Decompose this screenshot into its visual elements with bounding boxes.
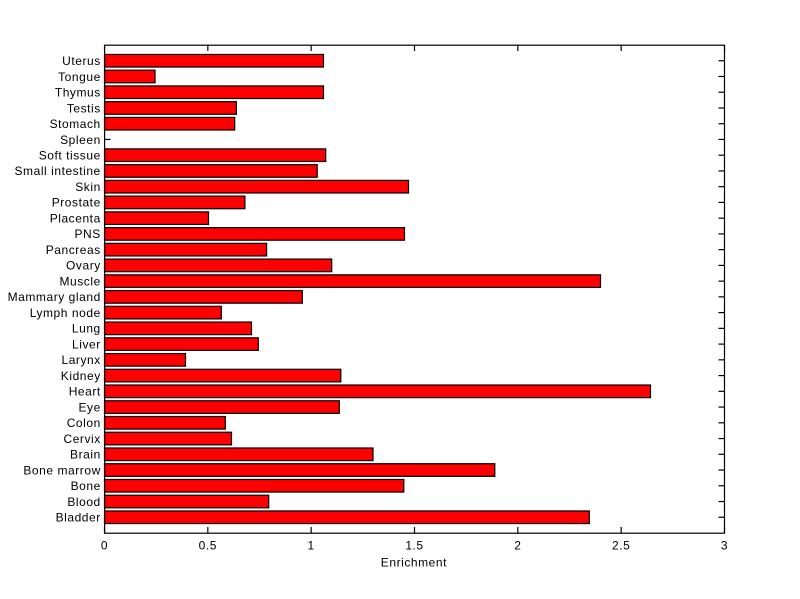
svg-text:Bone: Bone (71, 479, 101, 493)
svg-text:Mammary gland: Mammary gland (8, 290, 101, 304)
svg-text:Muscle: Muscle (59, 274, 100, 288)
svg-text:Uterus: Uterus (62, 54, 101, 68)
svg-text:0: 0 (101, 539, 108, 553)
svg-text:Larynx: Larynx (61, 353, 100, 367)
svg-text:3: 3 (721, 539, 728, 553)
svg-text:Liver: Liver (72, 337, 101, 351)
svg-text:Tongue: Tongue (58, 70, 101, 84)
svg-text:Enrichment: Enrichment (381, 555, 447, 569)
svg-text:Testis: Testis (67, 101, 101, 115)
svg-text:1.5: 1.5 (405, 539, 423, 553)
svg-text:Heart: Heart (69, 385, 101, 399)
svg-text:Small intestine: Small intestine (15, 164, 101, 178)
svg-text:Bladder: Bladder (56, 511, 101, 525)
svg-text:Lung: Lung (72, 322, 101, 336)
svg-text:1: 1 (308, 539, 315, 553)
svg-text:Bone marrow: Bone marrow (23, 463, 100, 477)
svg-text:Kidney: Kidney (61, 369, 101, 383)
svg-text:Prostate: Prostate (52, 196, 101, 210)
svg-text:Ovary: Ovary (66, 259, 101, 273)
svg-text:PNS: PNS (74, 227, 100, 241)
svg-text:Pancreas: Pancreas (46, 243, 101, 257)
svg-text:2: 2 (514, 539, 521, 553)
svg-text:Lymph node: Lymph node (30, 306, 101, 320)
svg-text:Blood: Blood (67, 495, 100, 509)
svg-text:Spleen: Spleen (60, 133, 101, 147)
svg-text:Placenta: Placenta (50, 211, 101, 225)
svg-text:0.5: 0.5 (199, 539, 217, 553)
svg-text:Thymus: Thymus (55, 86, 101, 100)
svg-text:Eye: Eye (78, 400, 100, 414)
svg-text:Colon: Colon (67, 416, 101, 430)
svg-text:Soft tissue: Soft tissue (39, 148, 101, 162)
svg-text:2.5: 2.5 (612, 539, 630, 553)
svg-text:Cervix: Cervix (63, 432, 100, 446)
svg-text:Stomach: Stomach (50, 117, 101, 131)
svg-text:Skin: Skin (75, 180, 101, 194)
svg-text:Brain: Brain (70, 448, 101, 462)
